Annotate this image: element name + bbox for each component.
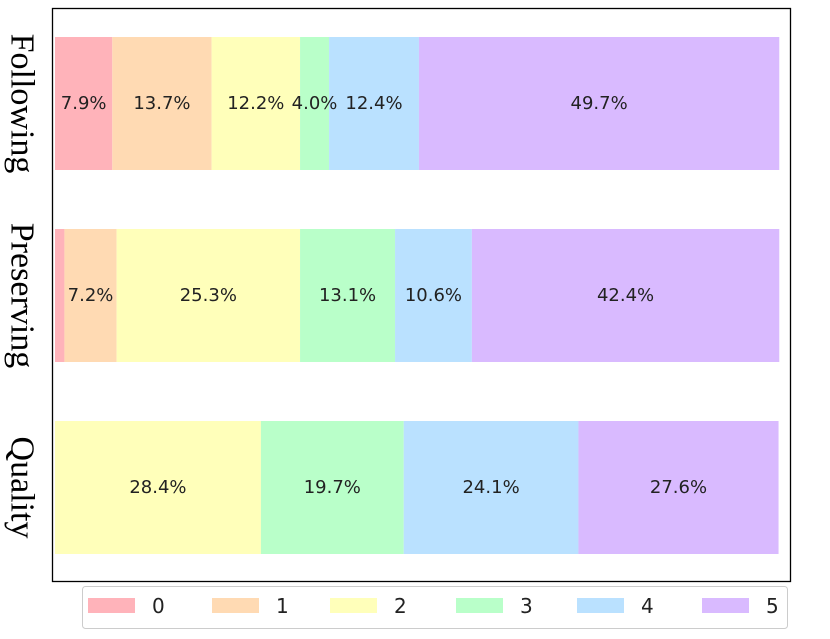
data-label-quality-4: 24.1% — [462, 477, 519, 498]
data-label-following-3: 4.0% — [292, 93, 338, 114]
data-label-following-5: 49.7% — [571, 93, 628, 114]
bar-segment-preserving-5 — [471, 229, 780, 362]
data-label-preserving-2: 25.3% — [180, 285, 237, 306]
legend: 0 1 2 3 4 5 — [82, 586, 788, 629]
data-label-preserving-3: 13.1% — [319, 285, 376, 306]
bar-segment-following-1 — [112, 37, 212, 170]
bars-group — [55, 37, 780, 554]
bar-segment-quality-3 — [260, 421, 404, 554]
legend-label-2: 2 — [394, 594, 407, 618]
category-label-quality: Quality — [4, 437, 41, 539]
data-label-preserving-4: 10.6% — [405, 285, 462, 306]
data-label-following-2: 12.2% — [227, 93, 284, 114]
category-label-preserving: Preserving — [4, 223, 41, 368]
data-label-preserving-1: 7.2% — [68, 285, 114, 306]
data-label-quality-5: 27.6% — [650, 477, 707, 498]
legend-label-1: 1 — [276, 594, 289, 618]
data-label-quality-2: 28.4% — [129, 477, 186, 498]
bar-segment-quality-4 — [403, 421, 579, 554]
legend-swatch-0 — [88, 598, 135, 613]
bar-segment-quality-5 — [578, 421, 779, 554]
bar-segment-following-5 — [418, 37, 780, 170]
bar-segment-preserving-2 — [116, 229, 301, 362]
bar-segment-preserving-0 — [55, 229, 65, 362]
bar-segment-following-4 — [329, 37, 419, 170]
bar-segment-preserving-4 — [395, 229, 472, 362]
legend-label-4: 4 — [641, 594, 654, 618]
data-label-quality-3: 19.7% — [304, 477, 361, 498]
bar-segment-quality-2 — [55, 421, 261, 554]
legend-frame — [82, 586, 788, 629]
legend-swatch-2 — [330, 598, 377, 613]
bar-segment-following-0 — [55, 37, 113, 170]
data-label-preserving-5: 42.4% — [597, 285, 654, 306]
data-label-following-1: 13.7% — [133, 93, 190, 114]
bar-segment-preserving-3 — [300, 229, 396, 362]
bar-segment-following-2 — [211, 37, 301, 170]
legend-label-5: 5 — [766, 594, 779, 618]
plot-frame — [51, 7, 792, 583]
data-label-following-4: 12.4% — [345, 93, 402, 114]
data-label-following-0: 7.9% — [61, 93, 107, 114]
legend-swatch-4 — [577, 598, 624, 613]
legend-swatch-5 — [702, 598, 749, 613]
segment-labels-group: 7.9% 13.7% 12.2% 4.0% 12.4% 49.7% 7.2% 25.3% 13.… — [61, 93, 707, 498]
legend-label-0: 0 — [152, 594, 165, 618]
bar-segment-preserving-1 — [64, 229, 117, 362]
bar-segment-following-3 — [300, 37, 330, 170]
category-labels-group: Following Preserving Quality — [4, 34, 41, 539]
legend-label-3: 3 — [520, 594, 533, 618]
category-label-following: Following — [4, 34, 41, 174]
legend-swatch-3 — [456, 598, 503, 613]
legend-swatch-1 — [212, 598, 259, 613]
